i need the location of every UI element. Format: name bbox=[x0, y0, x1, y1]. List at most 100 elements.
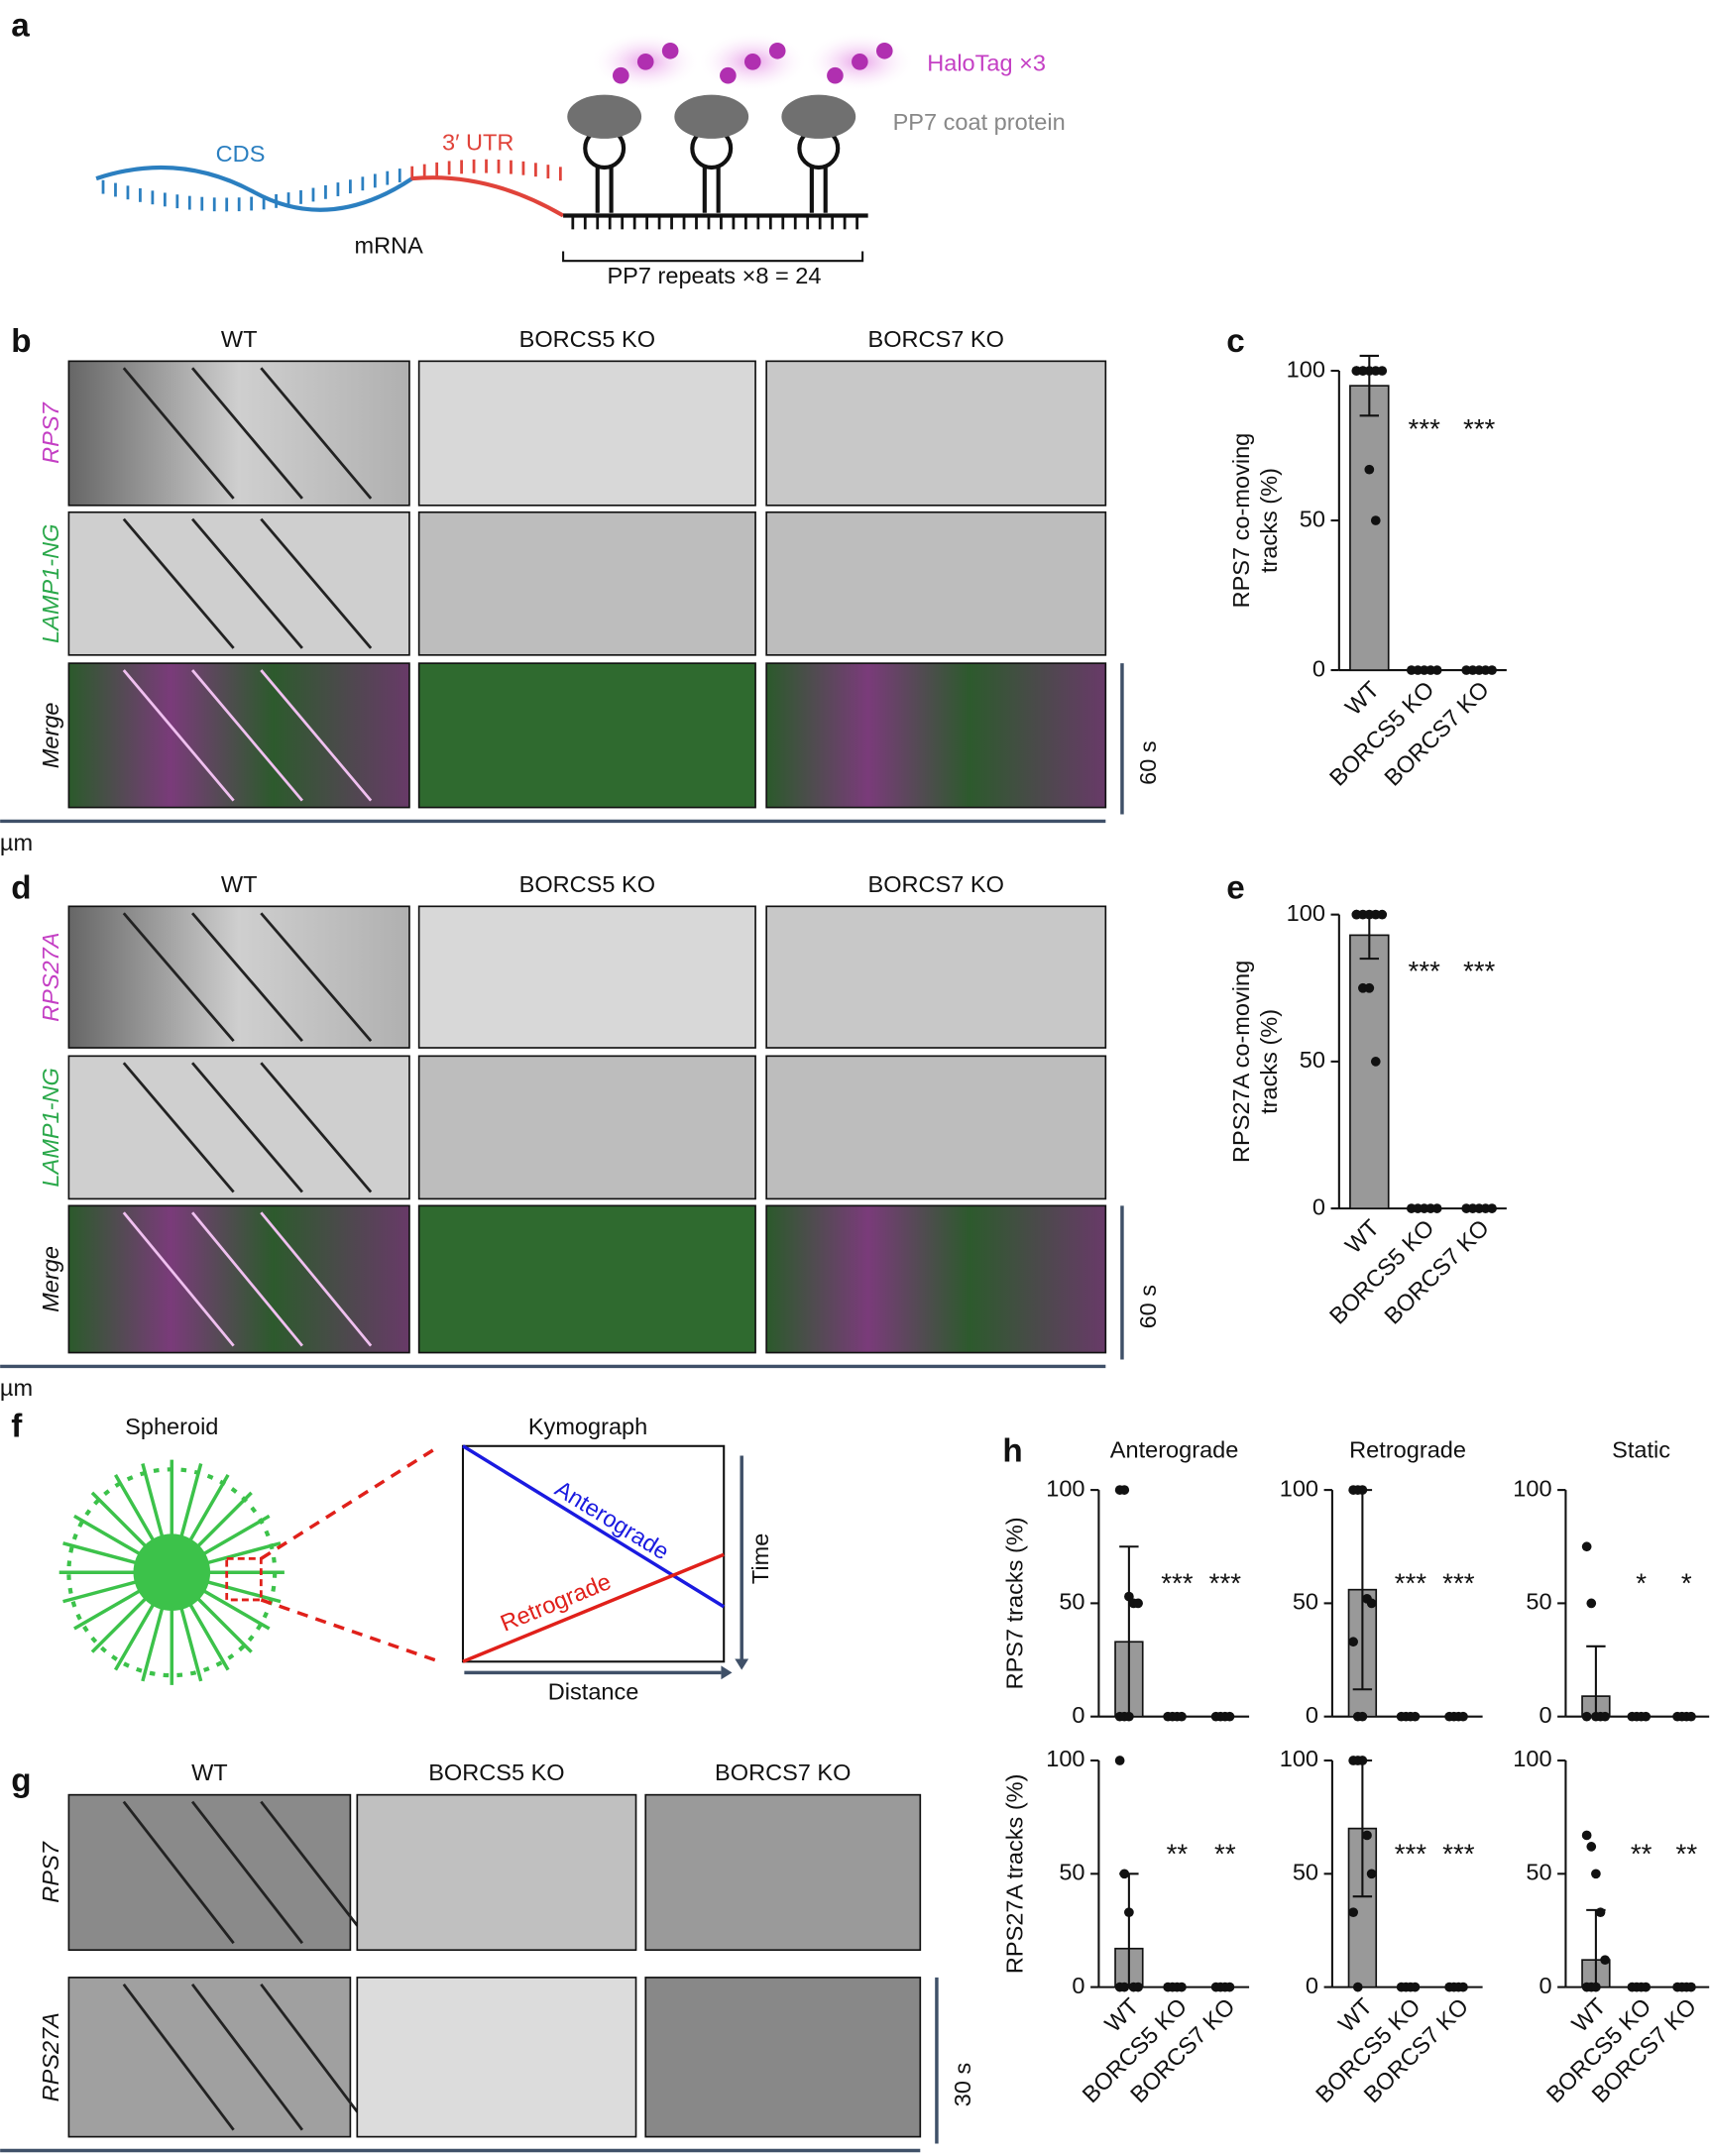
cds-strand bbox=[95, 165, 413, 212]
column-title: WT bbox=[221, 326, 258, 352]
data-point bbox=[1366, 1869, 1377, 1879]
data-point bbox=[1410, 1711, 1421, 1722]
data-point bbox=[1348, 1637, 1358, 1647]
neurite bbox=[194, 1595, 253, 1653]
kymograph-track bbox=[260, 1983, 373, 2131]
data-point bbox=[1370, 1057, 1381, 1067]
data-point bbox=[1124, 1907, 1134, 1918]
kymograph-track bbox=[122, 517, 235, 649]
kymograph-image bbox=[417, 511, 756, 656]
halotag-label: HaloTag ×3 bbox=[927, 50, 1046, 75]
data-point bbox=[1133, 1982, 1143, 1992]
y-tick-label: 50 bbox=[1526, 1589, 1551, 1615]
neurite bbox=[141, 1463, 165, 1540]
data-point bbox=[1362, 1830, 1372, 1841]
neurite bbox=[73, 1514, 144, 1557]
utr-strand bbox=[411, 175, 565, 218]
error-bar bbox=[1586, 1645, 1606, 1717]
y-tick-label: 0 bbox=[1312, 655, 1325, 681]
neurite bbox=[194, 1491, 253, 1549]
column-title: BORCS7 KO bbox=[715, 1759, 851, 1785]
kymograph-image bbox=[765, 1055, 1107, 1200]
data-point bbox=[1377, 909, 1388, 920]
kymograph-image bbox=[765, 1204, 1107, 1354]
cds-label: CDS bbox=[216, 141, 266, 167]
significance: *** bbox=[1409, 413, 1441, 444]
data-point bbox=[1591, 1869, 1601, 1879]
kymograph-image bbox=[644, 1793, 922, 1952]
data-point bbox=[1351, 909, 1362, 920]
x-tick-label: WT bbox=[1340, 676, 1384, 720]
repeats-label: PP7 repeats ×8 = 24 bbox=[607, 263, 821, 288]
neurite bbox=[187, 1601, 230, 1671]
kymograph-track bbox=[191, 1062, 303, 1193]
data-point bbox=[1364, 982, 1375, 993]
y-tick-label: 100 bbox=[1513, 1746, 1551, 1771]
panel-label: c bbox=[1226, 323, 1244, 360]
row-label: RPS27A bbox=[38, 2012, 63, 2101]
kymograph-image bbox=[67, 905, 410, 1049]
data-point bbox=[1431, 665, 1442, 675]
column-title: BORCS5 KO bbox=[428, 1759, 564, 1785]
y-tick-label: 50 bbox=[1300, 1047, 1325, 1073]
data-point bbox=[1600, 1711, 1610, 1722]
column-title: BORCS5 KO bbox=[519, 326, 655, 352]
stem-loops bbox=[583, 127, 841, 213]
retrograde-line bbox=[462, 1552, 725, 1663]
kymograph-image bbox=[417, 360, 756, 507]
y-axis-label: tracks (%) bbox=[1256, 1009, 1282, 1114]
row-label: Merge bbox=[38, 1246, 63, 1312]
row-label: RPS7 bbox=[38, 1841, 63, 1902]
data-point bbox=[1352, 1982, 1363, 1992]
data-point bbox=[1133, 1598, 1143, 1609]
kymograph-track bbox=[260, 669, 373, 802]
kymograph-track bbox=[122, 669, 235, 802]
panel-label: g bbox=[11, 1762, 31, 1799]
y-tick-label: 0 bbox=[1306, 1702, 1318, 1728]
significance: ** bbox=[1214, 1838, 1236, 1869]
data-point bbox=[1124, 1591, 1134, 1602]
neurite bbox=[90, 1491, 150, 1549]
kymograph-image bbox=[765, 662, 1107, 809]
significance: *** bbox=[1463, 956, 1496, 986]
neurite bbox=[113, 1473, 157, 1544]
data-point bbox=[1366, 1598, 1377, 1609]
spheroid-core bbox=[133, 1533, 211, 1612]
chart-title: Retrograde bbox=[1349, 1437, 1466, 1463]
data-point bbox=[1586, 1842, 1597, 1852]
y-tick-label: 0 bbox=[1539, 1702, 1551, 1728]
kymograph-image bbox=[765, 360, 1107, 507]
y-tick-label: 50 bbox=[1293, 1589, 1318, 1615]
arrow-head bbox=[721, 1665, 733, 1680]
data-point bbox=[1370, 515, 1381, 525]
neurite bbox=[141, 1605, 165, 1682]
data-point bbox=[1581, 1711, 1592, 1722]
kymograph-label: Kymograph bbox=[528, 1414, 647, 1439]
data-point bbox=[1357, 1711, 1368, 1722]
y-tick-label: 50 bbox=[1059, 1589, 1084, 1615]
panel-label: f bbox=[11, 1409, 23, 1445]
kymograph-track bbox=[260, 1800, 373, 1945]
column-title: BORCS7 KO bbox=[868, 326, 1004, 352]
significance: *** bbox=[1463, 413, 1496, 444]
data-point bbox=[1581, 1541, 1592, 1552]
column-title: BORCS5 KO bbox=[519, 871, 655, 897]
time-scale: 30 s bbox=[950, 2063, 975, 2107]
y-tick-label: 100 bbox=[1287, 900, 1325, 926]
panel-label: e bbox=[1226, 869, 1244, 906]
data-point bbox=[1686, 1711, 1696, 1722]
data-point bbox=[1177, 1982, 1187, 1992]
neurite bbox=[204, 1579, 282, 1604]
neurite bbox=[204, 1541, 282, 1565]
neurite bbox=[187, 1473, 230, 1544]
data-point bbox=[1358, 366, 1368, 376]
y-tick-label: 0 bbox=[1072, 1973, 1084, 1998]
panel-label: b bbox=[11, 323, 31, 360]
kymograph-track bbox=[191, 669, 303, 802]
kymograph-image bbox=[644, 1977, 922, 2138]
zoom-line bbox=[260, 1598, 440, 1663]
data-point bbox=[1410, 1982, 1421, 1992]
bar bbox=[1349, 385, 1390, 671]
kymograph-image bbox=[356, 1977, 637, 2138]
y-tick-label: 50 bbox=[1300, 506, 1325, 531]
